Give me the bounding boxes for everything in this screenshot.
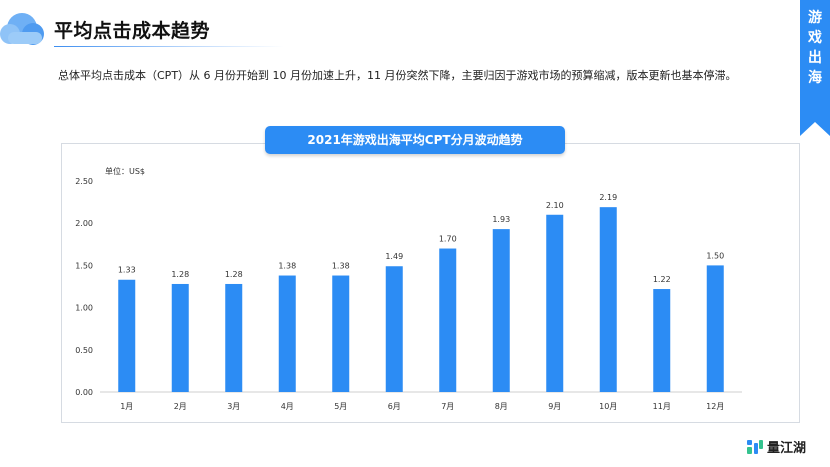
data-label: 1.22 — [653, 275, 671, 284]
y-tick-label: 0.50 — [75, 346, 93, 355]
x-tick-label: 9月 — [548, 402, 561, 411]
bar — [492, 229, 510, 392]
bar — [225, 283, 243, 392]
data-label: 1.28 — [225, 270, 243, 279]
side-tab-char: 出 — [808, 50, 822, 66]
bar — [439, 248, 457, 392]
data-label: 1.38 — [278, 262, 296, 271]
x-tick-label: 10月 — [599, 402, 617, 411]
data-label: 1.33 — [118, 266, 136, 275]
side-tab-char: 戏 — [808, 30, 822, 46]
x-tick-label: 5月 — [334, 402, 347, 411]
side-tab-char: 海 — [808, 70, 822, 86]
bar — [385, 266, 403, 392]
bar — [118, 279, 136, 392]
data-label: 1.70 — [439, 235, 457, 244]
x-tick-label: 4月 — [281, 402, 294, 411]
y-tick-label: 2.00 — [75, 219, 93, 228]
x-tick-label: 2月 — [174, 402, 187, 411]
summary-text: 总体平均点击成本（CPT）从 6 月份开始到 10 月份加速上升，11 月份突然… — [58, 69, 737, 82]
data-label: 2.19 — [599, 193, 617, 202]
y-tick-label: 1.00 — [75, 304, 93, 313]
y-tick-label: 0.00 — [75, 388, 93, 397]
y-tick-label: 1.50 — [75, 261, 93, 270]
data-label: 1.38 — [332, 262, 350, 271]
brand-logo-icon — [747, 439, 763, 454]
bar — [653, 289, 671, 392]
unit-label: 单位：US$ — [105, 167, 146, 176]
bar — [546, 214, 564, 392]
data-label: 1.28 — [171, 270, 189, 279]
brand-logo-text: 量江湖 — [767, 441, 807, 456]
page-title: 平均点击成本趋势 — [54, 20, 211, 42]
bar — [278, 275, 296, 392]
x-tick-label: 8月 — [495, 402, 508, 411]
data-label: 1.50 — [706, 251, 724, 260]
bar — [706, 265, 724, 392]
x-tick-label: 6月 — [388, 402, 401, 411]
side-tab-tip — [800, 122, 830, 136]
bar — [332, 275, 350, 392]
side-tab: 游 戏 出 海 — [800, 0, 830, 136]
title-underline — [54, 46, 284, 47]
data-label: 1.49 — [385, 252, 403, 261]
data-label: 1.93 — [492, 215, 510, 224]
bar — [171, 283, 189, 392]
x-tick-label: 1月 — [120, 402, 133, 411]
x-tick-label: 12月 — [706, 402, 724, 411]
brand-logo: 量江湖 — [746, 437, 806, 456]
bar — [599, 207, 617, 392]
y-tick-label: 2.50 — [75, 177, 93, 186]
x-tick-label: 11月 — [653, 402, 671, 411]
data-label: 2.10 — [546, 201, 564, 210]
chart-title: 2021年游戏出海平均CPT分月波动趋势 — [265, 126, 565, 154]
cloud-icon — [0, 13, 44, 45]
side-tab-char: 游 — [808, 10, 822, 26]
x-tick-label: 7月 — [441, 402, 454, 411]
x-tick-label: 3月 — [227, 402, 240, 411]
